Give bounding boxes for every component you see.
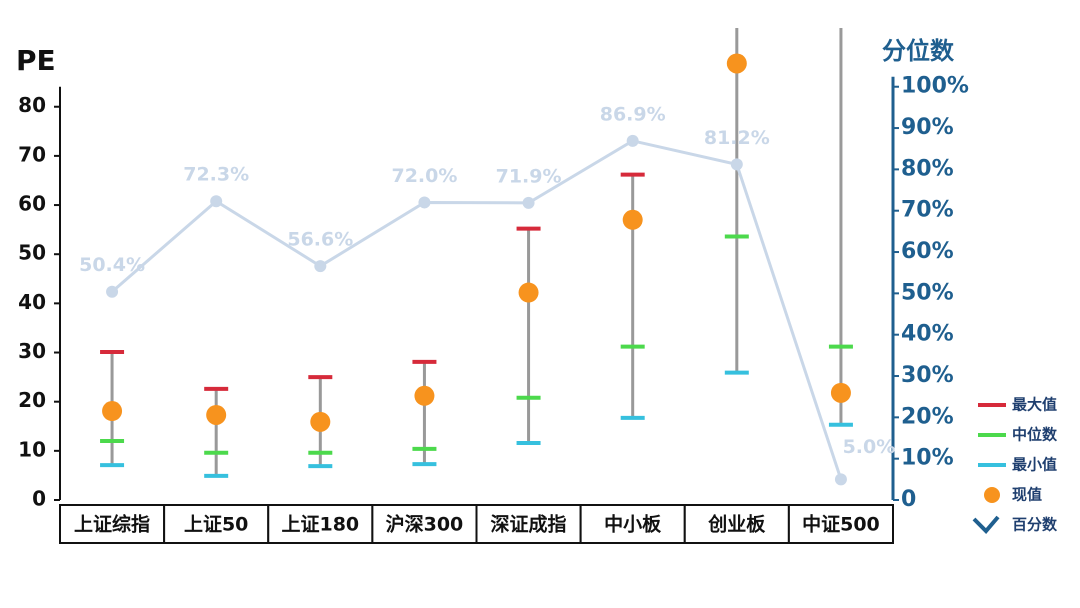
legend-label: 现值 xyxy=(1012,486,1042,504)
category-cell xyxy=(267,504,374,544)
y2-axis-title: 分位数 xyxy=(882,37,955,65)
current-dot xyxy=(830,382,851,403)
y-tick-label: 60 xyxy=(18,192,46,216)
y2-tick-label: 50% xyxy=(901,280,954,305)
legend-label: 最大值 xyxy=(1012,396,1057,414)
legend-label: 中位数 xyxy=(1012,426,1058,444)
category-cell xyxy=(59,504,166,544)
x-tick-label: 沪深300 xyxy=(386,513,464,536)
y-tick-label: 40 xyxy=(18,290,46,314)
y2-tick-label: 0 xyxy=(901,487,916,512)
percentile-dot xyxy=(314,260,327,273)
y-tick-label: 20 xyxy=(18,388,46,412)
percentile-dot xyxy=(210,195,223,208)
y2-tick-label: 70% xyxy=(901,198,954,223)
percentile-label: 5.0% xyxy=(843,436,896,458)
y2-tick-label: 90% xyxy=(901,115,954,140)
y-axis-title: PE xyxy=(16,44,56,77)
percentile-dot xyxy=(730,158,743,171)
percentile-label: 56.6% xyxy=(287,229,353,251)
category-cell xyxy=(683,504,790,544)
legend-label: 最小值 xyxy=(1012,456,1057,474)
y2-tick-label: 80% xyxy=(901,156,954,181)
current-dot xyxy=(310,411,331,432)
category-cell xyxy=(371,504,478,544)
current-dot xyxy=(102,401,123,422)
category-cell xyxy=(163,504,270,544)
current-dot xyxy=(622,209,643,230)
percentile-dot xyxy=(626,134,639,147)
percentile-label: 50.4% xyxy=(79,254,145,276)
x-tick-label: 深证成指 xyxy=(491,513,567,536)
y2-tick-label: 100% xyxy=(901,74,969,99)
current-dot xyxy=(726,53,747,74)
x-tick-label: 创业板 xyxy=(707,513,766,536)
percentile-label: 71.9% xyxy=(496,165,562,187)
y-tick-label: 30 xyxy=(18,339,46,363)
percentile-label: 72.0% xyxy=(391,165,457,187)
y-tick-label: 80 xyxy=(18,93,46,117)
percentile-dot xyxy=(418,196,431,209)
category-cell xyxy=(787,504,894,544)
x-tick-label: 中小板 xyxy=(604,513,662,536)
x-tick-label: 上证50 xyxy=(184,514,248,536)
percentile-label: 72.3% xyxy=(183,164,249,186)
x-tick-label: 上证综指 xyxy=(74,513,150,536)
y2-tick-label: 30% xyxy=(901,363,954,388)
y-tick-label: 50 xyxy=(18,241,46,265)
y2-tick-label: 40% xyxy=(901,322,954,347)
percentile-dot xyxy=(834,473,847,486)
x-tick-label: 中证500 xyxy=(802,513,880,536)
y-tick-label: 10 xyxy=(18,437,46,461)
percentile-dot xyxy=(106,285,119,298)
percentile-line xyxy=(111,139,843,480)
legend-swatch xyxy=(984,487,1000,503)
y2-tick-label: 10% xyxy=(901,446,954,471)
legend-label: 百分数 xyxy=(1012,516,1058,534)
y2-tick-label: 20% xyxy=(901,404,954,429)
y-tick-label: 70 xyxy=(18,142,46,166)
x-tick-label: 上证180 xyxy=(281,514,359,536)
percentile-dot xyxy=(522,196,535,209)
current-dot xyxy=(206,404,227,425)
current-dot xyxy=(518,282,539,303)
percentile-label: 81.2% xyxy=(704,127,770,149)
y-tick-label: 0 xyxy=(32,487,46,511)
category-cell xyxy=(579,504,686,544)
percentile-label: 86.9% xyxy=(600,103,666,125)
legend-swatch xyxy=(972,515,1000,534)
current-dot xyxy=(414,385,435,406)
y2-tick-label: 60% xyxy=(901,239,954,264)
